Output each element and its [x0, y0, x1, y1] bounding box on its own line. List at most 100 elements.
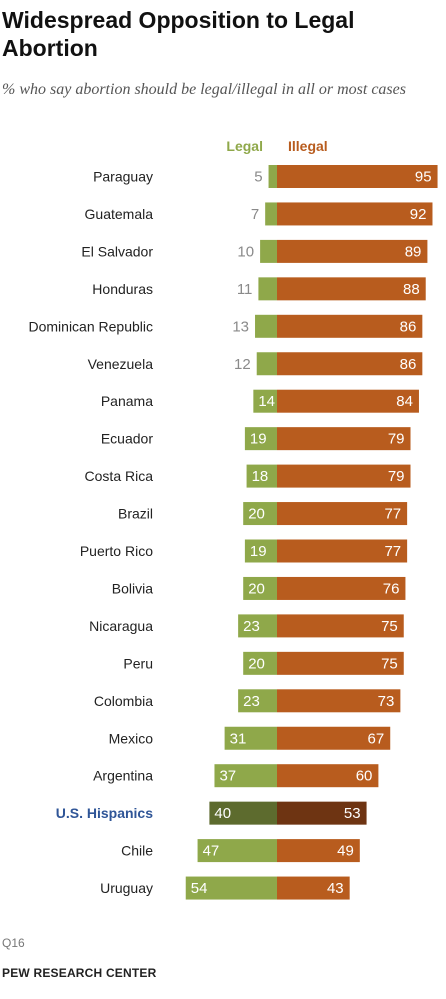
legal-bar	[244, 539, 277, 563]
category-label: El Salvador	[81, 243, 153, 259]
illegal-bar	[277, 352, 423, 376]
legal-bar	[253, 389, 277, 413]
illegal-bar	[277, 876, 350, 900]
illegal-bar	[277, 427, 411, 451]
legal-value-label: 5	[254, 169, 262, 186]
diverging-bar-chart: Legal Illegal Paraguay 5 95 Guatemala 7 92 El Sa…	[28, 138, 438, 900]
legal-value-label: 47	[203, 843, 220, 860]
legal-value-label: 40	[214, 805, 231, 822]
category-label: Uruguay	[100, 880, 153, 896]
category-label: Brazil	[118, 506, 153, 522]
category-label: Nicaragua	[89, 618, 153, 634]
illegal-value-label: 84	[396, 393, 413, 410]
illegal-value-label: 86	[400, 318, 417, 335]
category-label: Puerto Rico	[80, 543, 153, 559]
legend-illegal: Illegal	[288, 138, 328, 154]
illegal-value-label: 79	[388, 431, 405, 448]
illegal-value-label: 73	[378, 693, 395, 710]
illegal-bar	[277, 502, 408, 526]
legal-bar	[265, 202, 277, 226]
illegal-value-label: 92	[410, 206, 427, 223]
legal-bar	[185, 876, 277, 900]
illegal-bar	[277, 314, 423, 338]
legal-bar	[255, 314, 277, 338]
legal-value-label: 19	[250, 543, 267, 560]
legal-bar	[243, 576, 277, 600]
illegal-value-label: 76	[383, 580, 400, 597]
illegal-value-label: 95	[415, 169, 432, 186]
legal-bar	[238, 689, 277, 713]
category-label: Colombia	[94, 693, 153, 709]
legal-bar	[197, 839, 277, 863]
illegal-value-label: 75	[381, 618, 398, 635]
category-label: Panama	[101, 393, 153, 409]
legal-value-label: 31	[230, 730, 247, 747]
illegal-bar	[277, 576, 406, 600]
category-label: Paraguay	[93, 169, 153, 185]
legal-value-label: 20	[248, 655, 265, 672]
legal-bar	[209, 801, 277, 825]
legal-value-label: 20	[248, 580, 265, 597]
illegal-bar	[277, 239, 428, 263]
illegal-bar	[277, 651, 404, 675]
legal-bar	[258, 277, 277, 301]
category-label: Honduras	[92, 281, 153, 297]
category-label: Bolivia	[112, 580, 153, 596]
illegal-value-label: 77	[384, 506, 401, 523]
legal-bar	[238, 614, 277, 638]
legal-bar	[268, 165, 277, 188]
legal-bar	[243, 651, 277, 675]
legal-value-label: 10	[237, 243, 254, 260]
illegal-bar	[277, 839, 360, 863]
legal-value-label: 14	[258, 393, 275, 410]
category-label: Venezuela	[88, 356, 154, 372]
illegal-bar	[277, 614, 404, 638]
legal-value-label: 19	[250, 431, 267, 448]
category-label: Guatemala	[85, 206, 154, 222]
illegal-bar	[277, 165, 438, 188]
illegal-value-label: 53	[344, 805, 361, 822]
illegal-bar	[277, 801, 367, 825]
illegal-value-label: 79	[388, 468, 405, 485]
category-label: Ecuador	[101, 431, 153, 447]
source-note: Q16	[2, 936, 25, 950]
illegal-value-label: 77	[384, 543, 401, 560]
illegal-value-label: 86	[400, 356, 417, 373]
legal-bar	[243, 502, 277, 526]
legal-value-label: 7	[251, 206, 259, 223]
organization-credit: PEW RESEARCH CENTER	[2, 966, 157, 980]
chart-subtitle: % who say abortion should be legal/illeg…	[2, 81, 406, 98]
legal-bar	[256, 352, 277, 376]
category-label: Mexico	[109, 730, 154, 746]
legend-legal: Legal	[226, 138, 263, 154]
legal-value-label: 13	[232, 318, 249, 335]
illegal-value-label: 43	[327, 880, 344, 897]
illegal-bar	[277, 277, 426, 301]
illegal-bar	[277, 389, 419, 413]
illegal-bar	[277, 689, 401, 713]
legal-bar	[246, 464, 277, 488]
legal-value-label: 23	[243, 693, 260, 710]
legal-value-label: 18	[252, 468, 269, 485]
illegal-value-label: 67	[368, 730, 385, 747]
illegal-bar	[277, 202, 433, 226]
legal-bar	[244, 427, 277, 451]
illegal-value-label: 49	[337, 843, 354, 860]
legal-bar	[260, 239, 277, 263]
legal-value-label: 12	[234, 356, 251, 373]
illegal-value-label: 88	[403, 281, 420, 298]
category-label: Peru	[123, 655, 153, 671]
legal-bar	[224, 726, 277, 750]
legal-bar	[214, 764, 277, 788]
legal-value-label: 23	[243, 618, 260, 635]
illegal-bar	[277, 464, 411, 488]
legal-value-label: 20	[248, 506, 265, 523]
legal-value-label: 11	[237, 281, 253, 298]
illegal-value-label: 60	[356, 768, 373, 785]
illegal-value-label: 75	[381, 655, 398, 672]
illegal-value-label: 89	[405, 243, 422, 260]
category-label: Costa Rica	[85, 468, 154, 484]
category-label: Dominican Republic	[28, 318, 153, 334]
legal-value-label: 54	[191, 880, 208, 897]
illegal-bar	[277, 539, 408, 563]
